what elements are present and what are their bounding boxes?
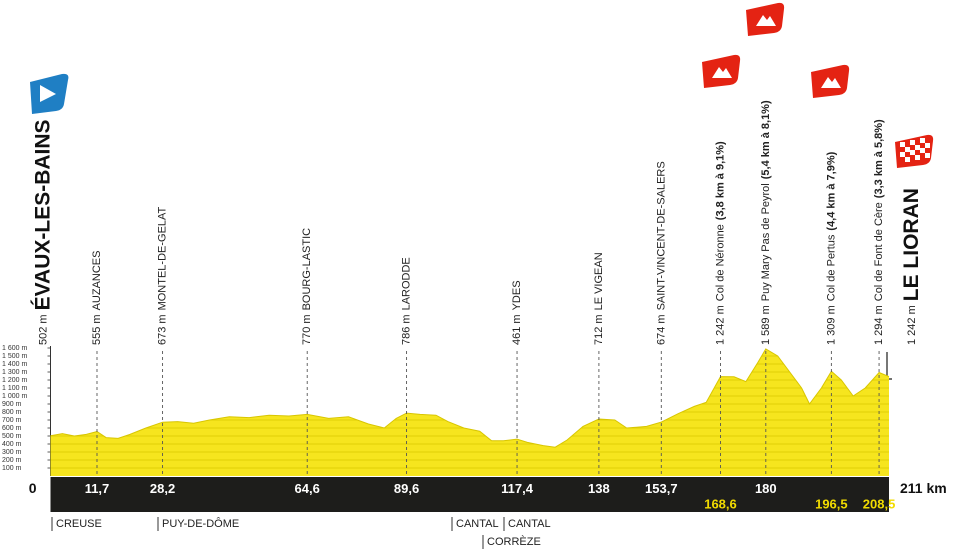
km-label: 196,5 xyxy=(815,496,848,511)
waypoint-label: 502 m ÉVAUX-LES-BAINS xyxy=(31,119,54,345)
waypoint-altitude: 673 m xyxy=(157,314,169,345)
waypoint-label: 461 m YDES xyxy=(511,280,523,345)
waypoint-label: 674 m SAINT-VINCENT-DE-SALERS xyxy=(655,161,667,345)
y-tick-label: 400 m xyxy=(2,441,22,448)
waypoint-name: LARODDE xyxy=(401,257,413,310)
waypoint-altitude: 502 m xyxy=(37,314,49,345)
y-tick-label: 1 300 m xyxy=(2,369,27,376)
waypoint-label: 712 m LE VIGEAN xyxy=(593,252,605,345)
waypoint-altitude: 674 m xyxy=(655,314,667,345)
km-label: 153,7 xyxy=(645,481,678,496)
x-tick-label: 0 xyxy=(29,480,37,496)
start-icon xyxy=(30,73,69,114)
climb-icon xyxy=(811,64,850,98)
y-tick-label: 700 m xyxy=(2,417,22,424)
waypoint-name: BOURG-LASTIC xyxy=(301,228,313,311)
waypoint-label: 770 m BOURG-LASTIC xyxy=(301,228,313,345)
waypoint-altitude: 1 294 m xyxy=(873,305,885,345)
waypoint-label: 1 589 m Puy Mary Pas de Peyrol (5,4 km à 8… xyxy=(760,100,772,345)
waypoint-altitude: 770 m xyxy=(301,314,313,345)
waypoint-name: ÉVAUX-LES-BAINS xyxy=(31,119,54,310)
departments: CREUSE PUY-DE-DÔME CANTAL CANTAL CORRÈZE xyxy=(51,517,551,549)
waypoint-name: Col de Néronne xyxy=(714,224,726,301)
waypoint-name: MONTEL-DE-GELAT xyxy=(157,206,169,310)
y-tick-label: 200 m xyxy=(2,457,22,464)
km-label: 64,6 xyxy=(295,481,320,496)
waypoint-name: Col de Pertus xyxy=(825,234,837,301)
waypoint-label: 786 m LARODDE xyxy=(401,257,413,345)
waypoint-name: SAINT-VINCENT-DE-SALERS xyxy=(655,161,667,310)
waypoint-name: AUZANCES xyxy=(91,251,103,311)
km-label: 28,2 xyxy=(150,481,175,496)
km-label: 117,4 xyxy=(501,481,534,496)
y-tick-label: 800 m xyxy=(2,409,22,416)
elevation-fill xyxy=(50,348,889,476)
waypoint-altitude: 461 m xyxy=(511,314,523,345)
climb-detail: (5,4 km à 8,1%) xyxy=(760,100,772,179)
waypoint-name: YDES xyxy=(511,280,523,310)
elevation-line xyxy=(50,348,890,448)
waypoint-name: Col de Font de Cère xyxy=(873,202,885,301)
km-label: 11,7 xyxy=(85,481,110,496)
waypoint-name: Puy Mary Pas de Peyrol xyxy=(760,183,772,301)
department: PUY-DE-DÔME xyxy=(162,517,239,530)
waypoint-altitude: 712 m xyxy=(593,314,605,345)
finish-icon xyxy=(895,134,934,168)
waypoint-altitude: 555 m xyxy=(91,314,103,345)
finish-bracket xyxy=(886,352,892,380)
waypoint-label: 555 m AUZANCES xyxy=(91,251,103,345)
waypoint-name: LE LIORAN xyxy=(900,188,923,301)
waypoint-name: LE VIGEAN xyxy=(593,252,605,310)
climb-detail: (4,4 km à 7,9%) xyxy=(825,151,837,230)
climb-icon xyxy=(746,2,785,36)
waypoint-label: 1 309 m Col de Pertus (4,4 km à 7,9%) xyxy=(825,151,837,345)
y-tick-label: 1 600 m xyxy=(2,345,27,352)
department: CORRÈZE xyxy=(487,535,541,548)
department: CANTAL xyxy=(456,518,499,530)
y-tick-label: 500 m xyxy=(2,433,22,440)
y-tick-label: 1 000 m xyxy=(2,393,27,400)
waypoint-altitude: 1 242 m xyxy=(714,305,726,345)
distance-band xyxy=(50,477,889,512)
km-label: 208,5 xyxy=(863,496,896,511)
climb-icon xyxy=(702,54,741,88)
x-tick-label: 211 km xyxy=(900,480,947,496)
department: CREUSE xyxy=(56,518,102,530)
km-label: 89,6 xyxy=(394,481,419,496)
y-tick-label: 1 400 m xyxy=(2,361,27,368)
waypoint-label: 1 242 m LE LIORAN xyxy=(900,188,923,345)
y-tick-label: 1 500 m xyxy=(2,353,27,360)
department: CANTAL xyxy=(508,518,551,530)
waypoint-altitude: 786 m xyxy=(401,314,413,345)
km-label: 180 xyxy=(755,481,777,496)
waypoint-label: 673 m MONTEL-DE-GELAT xyxy=(157,206,169,345)
waypoint-label: 1 242 m Col de Néronne (3,8 km à 9,1%) xyxy=(714,141,726,345)
climb-detail: (3,8 km à 9,1%) xyxy=(714,141,726,220)
km-label: 168,6 xyxy=(704,496,737,511)
climb-detail: (3,3 km à 5,8%) xyxy=(873,119,885,198)
y-tick-label: 300 m xyxy=(2,449,22,456)
km-label: 138 xyxy=(588,481,610,496)
y-tick-label: 1 200 m xyxy=(2,377,27,384)
waypoint-altitude: 1 242 m xyxy=(906,305,918,345)
y-tick-label: 100 m xyxy=(2,465,22,472)
waypoint-label: 1 294 m Col de Font de Cère (3,3 km à 5,8%… xyxy=(873,119,885,345)
waypoint-altitude: 1 589 m xyxy=(760,305,772,345)
y-tick-label: 900 m xyxy=(2,401,22,408)
y-tick-label: 1 100 m xyxy=(2,385,27,392)
y-tick-label: 600 m xyxy=(2,425,22,432)
waypoint-altitude: 1 309 m xyxy=(825,305,837,345)
